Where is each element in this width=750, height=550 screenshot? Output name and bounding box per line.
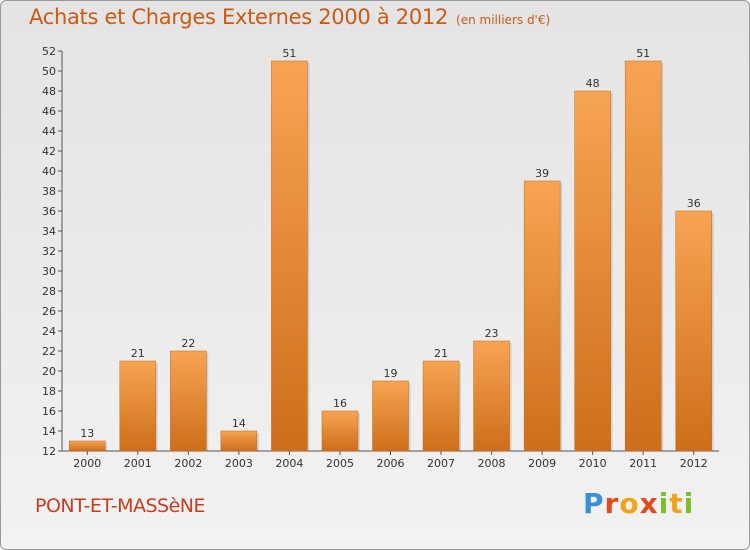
chart-title-block: Achats et Charges Externes 2000 à 2012 (e… (29, 5, 550, 29)
y-tick-label: 42 (42, 145, 56, 158)
bar-value-label: 39 (535, 167, 549, 180)
bar-value-label: 22 (181, 337, 195, 350)
x-tick-label: 2006 (377, 457, 405, 470)
bar (69, 440, 106, 452)
labels: 13 2000 21 2001 22 2002 14 2003 51 2004 16 2005 19 20… (73, 47, 707, 470)
x-tick-label: 2000 (73, 457, 101, 470)
x-tick-label: 2011 (629, 457, 657, 470)
bar-value-label: 21 (131, 347, 145, 360)
x-tick-label: 2007 (427, 457, 455, 470)
y-tick-label: 18 (42, 385, 56, 398)
y-tick-label: 22 (42, 345, 56, 358)
x-tick-label: 2010 (579, 457, 607, 470)
bar-value-label: 16 (333, 397, 347, 410)
y-tick-label: 46 (42, 105, 56, 118)
y-tick-label: 14 (42, 425, 56, 438)
brand-letter: r (604, 487, 620, 520)
bar (473, 340, 510, 452)
bar (119, 360, 157, 452)
bar-value-label: 48 (586, 77, 600, 90)
bar (675, 210, 712, 452)
y-tick-label: 52 (42, 45, 56, 58)
y-tick-label: 44 (42, 125, 56, 138)
y-tick-label: 32 (42, 245, 56, 258)
y-tick-label: 26 (42, 305, 56, 318)
bars (69, 60, 714, 452)
bar-value-label: 51 (282, 47, 296, 60)
bar-value-label: 36 (687, 197, 701, 210)
bar (624, 60, 662, 452)
brand-letter: i (658, 487, 670, 520)
bar (372, 380, 409, 452)
brand-logo: Proxiti (583, 487, 694, 520)
y-tick-label: 20 (42, 365, 56, 378)
bar-value-label: 23 (485, 327, 499, 340)
y-tick-label: 40 (42, 165, 56, 178)
x-tick-label: 2005 (326, 457, 354, 470)
y-tick-label: 48 (42, 85, 56, 98)
bar (220, 430, 258, 452)
brand-letter: i (683, 487, 695, 520)
brand-letter: x (639, 487, 659, 520)
y-tick-label: 28 (42, 285, 56, 298)
chart-unit: (en milliers d'€) (456, 13, 551, 27)
bar (170, 350, 207, 452)
y-tick-label: 38 (42, 185, 56, 198)
bar-value-label: 19 (384, 367, 398, 380)
x-tick-label: 2002 (174, 457, 202, 470)
x-tick-label: 2004 (275, 457, 303, 470)
bar (523, 180, 561, 452)
bar-value-label: 14 (232, 417, 246, 430)
y-tick-label: 34 (42, 225, 56, 238)
brand-letter: t (669, 487, 684, 520)
bar-value-label: 13 (80, 427, 94, 440)
chart-title: Achats et Charges Externes 2000 à 2012 (29, 5, 449, 29)
x-tick-label: 2003 (225, 457, 253, 470)
brand-letter: P (583, 487, 605, 520)
bar (422, 360, 460, 452)
y-tick-label: 50 (42, 65, 56, 78)
x-tick-label: 2009 (528, 457, 556, 470)
y-tick-label: 30 (42, 265, 56, 278)
town-name: PONT-ET-MASSèNE (35, 495, 206, 517)
x-tick-label: 2001 (124, 457, 152, 470)
y-tick-label: 16 (42, 405, 56, 418)
y-tick-label: 24 (42, 325, 56, 338)
bar-value-label: 21 (434, 347, 448, 360)
y-tick-label: 12 (42, 445, 56, 458)
y-tick-label: 36 (42, 205, 56, 218)
axes: 12 14 16 18 20 22 24 26 28 30 32 34 36 38 40 42 44 46 48 50… (42, 45, 719, 458)
bar-value-label: 51 (636, 47, 650, 60)
x-tick-label: 2012 (680, 457, 708, 470)
brand-letter: o (619, 487, 640, 520)
bar (574, 90, 611, 452)
x-tick-label: 2008 (478, 457, 506, 470)
bar (321, 410, 359, 452)
bar (271, 60, 308, 452)
